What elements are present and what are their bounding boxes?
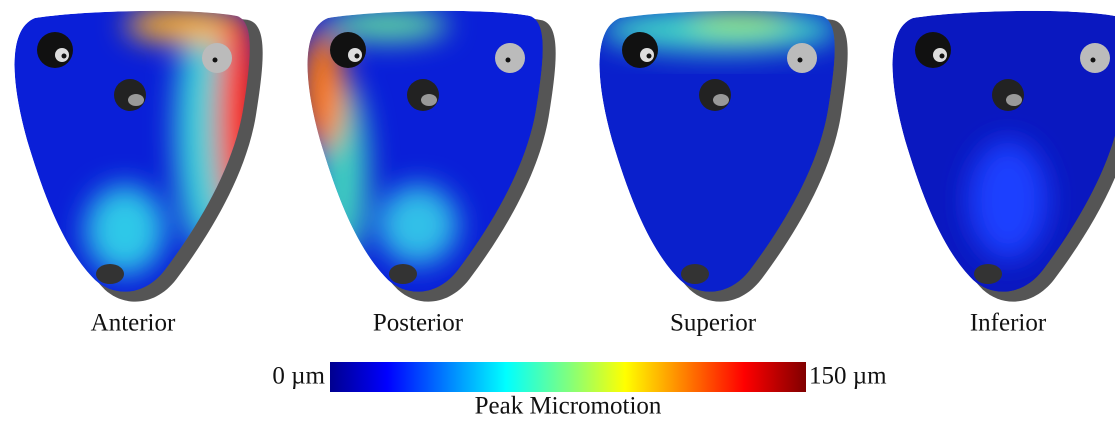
panel: [892, 10, 1115, 302]
panel-label: Anterior: [91, 310, 176, 337]
colorbar-title: Peak Micromotion: [475, 393, 662, 420]
panel: [307, 10, 556, 302]
panel: [599, 10, 848, 302]
colorbar: [330, 362, 806, 392]
colorbar-min-label: 0 µm: [272, 363, 325, 390]
panel-label: Superior: [670, 310, 757, 337]
colorbar-max-label: 150 µm: [809, 363, 887, 390]
panel-label: Posterior: [373, 310, 464, 337]
panel-label: Inferior: [970, 310, 1047, 337]
panel: [14, 10, 263, 302]
